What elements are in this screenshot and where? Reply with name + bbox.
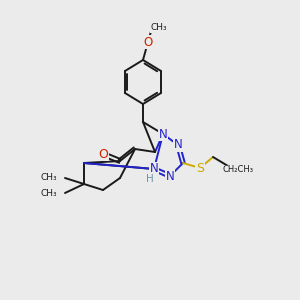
Text: N: N xyxy=(159,128,167,140)
Text: N: N xyxy=(150,163,158,176)
Text: N: N xyxy=(166,169,174,182)
Text: CH₃: CH₃ xyxy=(40,188,57,197)
Text: O: O xyxy=(98,148,108,160)
Text: H: H xyxy=(146,174,154,184)
Text: O: O xyxy=(143,35,153,49)
Text: CH₃: CH₃ xyxy=(151,23,167,32)
Text: N: N xyxy=(174,139,182,152)
Text: CH₂CH₃: CH₂CH₃ xyxy=(223,166,254,175)
Text: S: S xyxy=(196,161,204,175)
Text: CH₃: CH₃ xyxy=(40,173,57,182)
